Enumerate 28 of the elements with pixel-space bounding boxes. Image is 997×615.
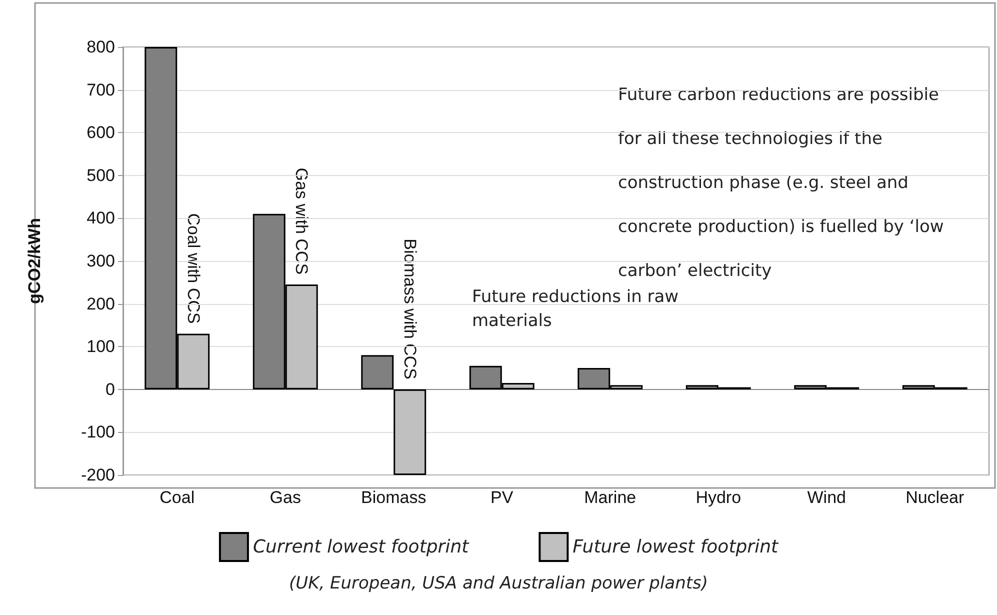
x-tick-label: Wind [807, 488, 846, 507]
y-tick-label: -200 [80, 466, 115, 484]
x-tick-label: Nuclear [906, 488, 964, 507]
y-tick-label: 200 [86, 294, 115, 314]
y-tick-label: 100 [86, 337, 115, 356]
y-axis-title: gCO2/kWh [25, 218, 44, 304]
y-tick-label: 400 [86, 208, 115, 228]
y-tick-label: 800 [86, 38, 115, 56]
x-tick-label: Gas [270, 488, 301, 507]
x-tick-label: Coal [160, 488, 195, 507]
y-tick-label: 500 [86, 166, 115, 185]
y-tick-label: -100 [80, 422, 115, 442]
x-tick-label: Marine [584, 488, 636, 507]
x-tick-label: PV [490, 488, 514, 507]
annotation: Gas with CCS [292, 168, 312, 275]
y-tick-label: 0 [106, 380, 115, 399]
y-tick-label: 700 [86, 80, 115, 100]
text: (UK, European, USA and Australian power plants) [288, 574, 708, 594]
annotation: Future reductions in raw materials [472, 287, 684, 331]
annotation: Biomass with CCS [400, 238, 420, 380]
bar [394, 389, 426, 475]
annotation: Coal with CCS [184, 213, 203, 324]
legend-label: Current lowest footprint [252, 536, 470, 558]
y-tick-label: 600 [86, 123, 115, 142]
y-tick-label: 300 [86, 252, 115, 270]
legend-label: Future lowest footprint [572, 536, 779, 558]
x-tick-label: Hydro [696, 488, 742, 507]
x-tick-label: Biomass [361, 488, 426, 507]
